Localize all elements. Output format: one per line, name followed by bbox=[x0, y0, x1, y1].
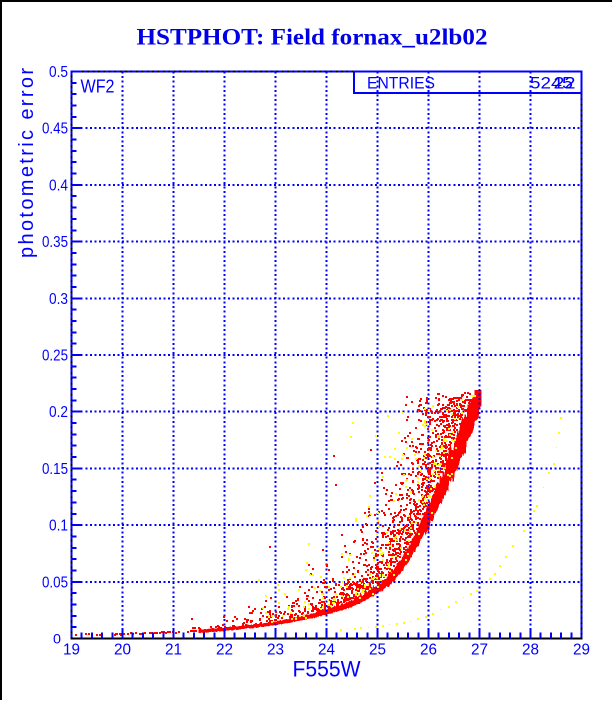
svg-text:ENTRIES: ENTRIES bbox=[367, 75, 435, 93]
svg-text:0.4: 0.4 bbox=[49, 177, 68, 194]
svg-text:0: 0 bbox=[53, 631, 61, 647]
svg-text:F555W: F555W bbox=[293, 657, 362, 682]
svg-text:26: 26 bbox=[420, 642, 437, 659]
svg-text:0.05: 0.05 bbox=[42, 574, 68, 591]
svg-text:25: 25 bbox=[369, 642, 386, 659]
svg-text:28: 28 bbox=[522, 642, 539, 659]
svg-text:52: 52 bbox=[530, 75, 551, 93]
svg-text:22: 22 bbox=[216, 642, 233, 659]
svg-text:0.45: 0.45 bbox=[42, 121, 68, 138]
svg-text:0.35: 0.35 bbox=[42, 234, 68, 251]
svg-text:27: 27 bbox=[471, 642, 488, 659]
svg-text:0.15: 0.15 bbox=[42, 461, 68, 478]
svg-text:24: 24 bbox=[318, 642, 335, 659]
svg-text:photometric error: photometric error bbox=[16, 68, 38, 258]
svg-text:29: 29 bbox=[573, 642, 590, 659]
svg-text:22: 22 bbox=[554, 75, 576, 93]
svg-text:HSTPHOT: Field fornax_u2lb02: HSTPHOT: Field fornax_u2lb02 bbox=[137, 25, 488, 51]
svg-text:0.3: 0.3 bbox=[49, 291, 68, 308]
svg-text:19: 19 bbox=[63, 642, 80, 659]
svg-text:0.1: 0.1 bbox=[49, 518, 68, 535]
svg-text:0.5: 0.5 bbox=[49, 64, 68, 81]
svg-text:WF2: WF2 bbox=[81, 77, 115, 97]
svg-text:23: 23 bbox=[267, 642, 284, 659]
svg-text:20: 20 bbox=[114, 642, 131, 659]
svg-text:45: 45 bbox=[551, 75, 573, 93]
svg-text:0.25: 0.25 bbox=[42, 348, 68, 365]
svg-text:21: 21 bbox=[165, 642, 182, 659]
svg-text:0.2: 0.2 bbox=[49, 404, 68, 421]
